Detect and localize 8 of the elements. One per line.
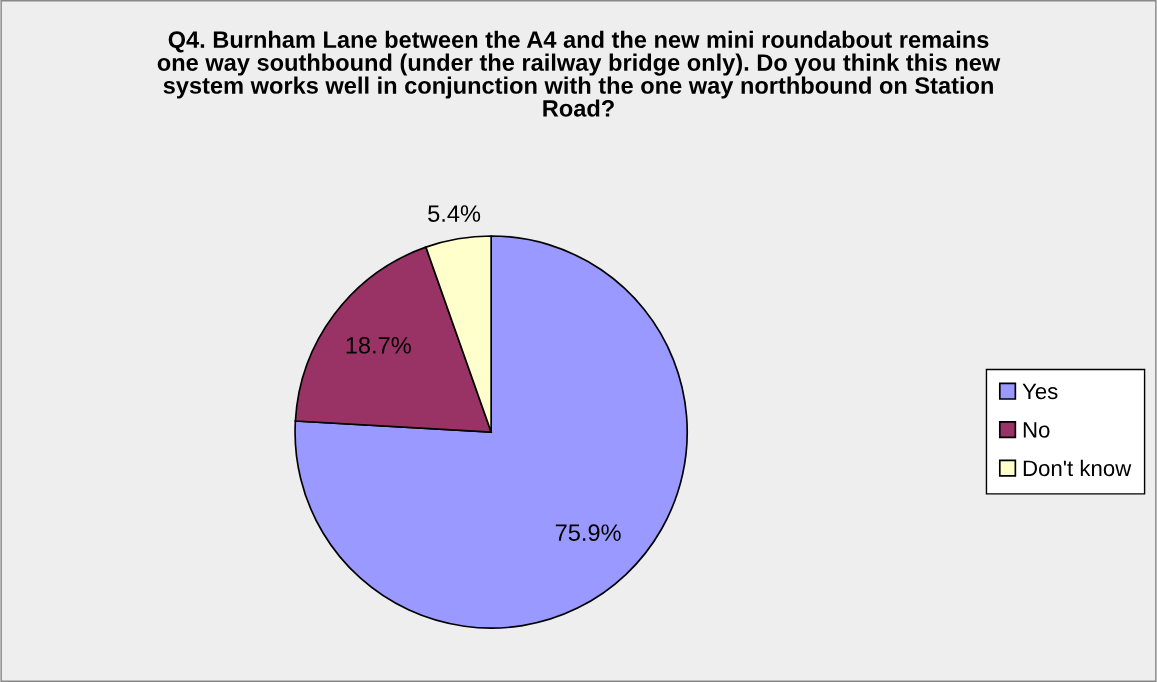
data-label: 18.7% [346,336,411,354]
chart-title: Q4. Burnham Lane between the A4 and the new mini roundabout remains one way southbound (under the railway bridge only). Do you think this new system works well in conjunction with the one way northbound on Station Road? [157,30,1001,117]
legend-label: No [1023,422,1050,438]
pie-slice [294,235,689,629]
data-label: 5.4% [428,205,481,222]
legend-label: Don't know [1023,459,1132,477]
legend-label: Yes [1022,383,1058,400]
data-label: 75.9% [555,524,621,541]
